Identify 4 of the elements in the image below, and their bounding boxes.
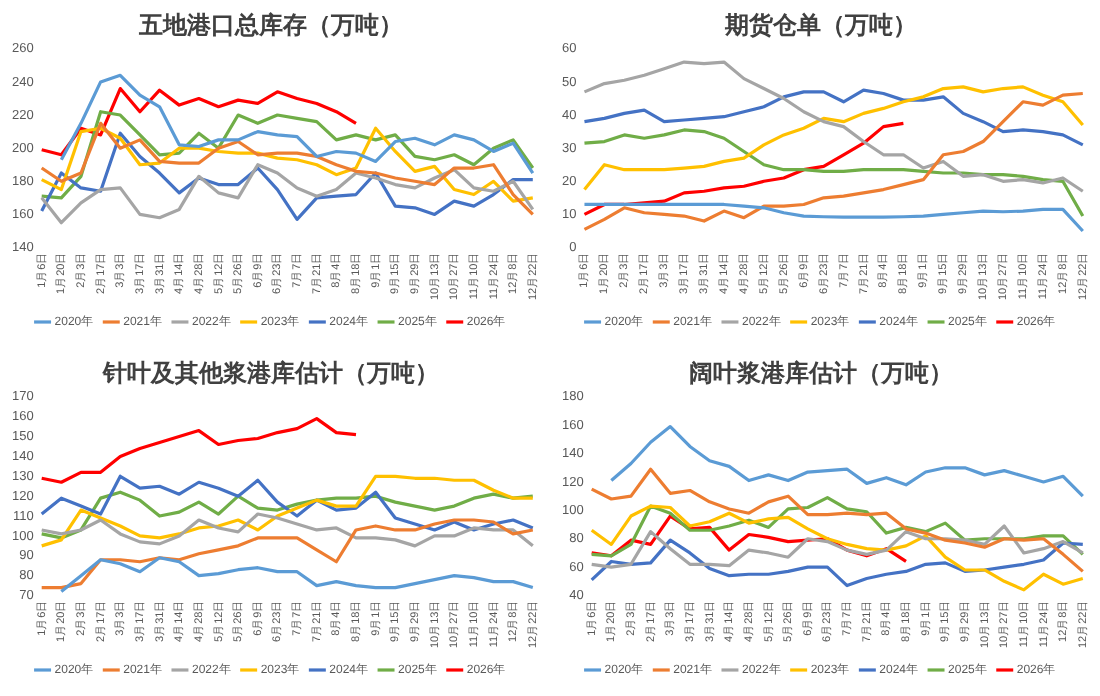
chart-title: 阔叶浆港库估计（万吨） [689, 358, 953, 387]
chart-title: 期货仓单（万吨） [723, 10, 917, 39]
chart-title: 针叶及其他浆港库估计（万吨） [101, 358, 439, 387]
chart-title: 五地港口总库存（万吨） [137, 10, 403, 39]
